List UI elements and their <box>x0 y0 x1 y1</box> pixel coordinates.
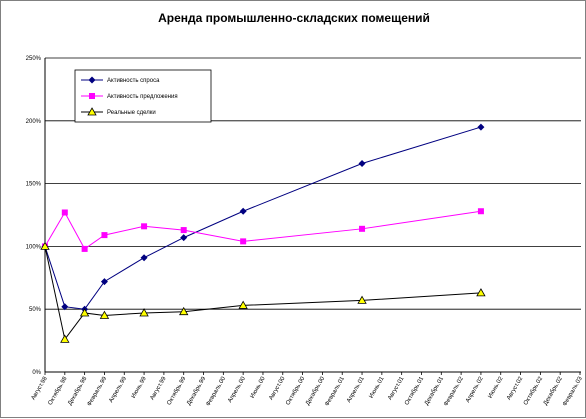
x-tick-label: Август.00 <box>268 375 286 401</box>
data-point-series-2 <box>357 295 367 304</box>
series-line-0 <box>44 126 482 310</box>
x-tick-label: Апрель.00 <box>227 375 247 403</box>
x-tick-label: Август.01 <box>387 375 405 401</box>
series-line-1 <box>44 210 481 250</box>
data-point-series-0 <box>358 160 366 168</box>
data-point-series-2 <box>40 241 50 250</box>
data-point-series-2 <box>476 288 486 297</box>
data-point-series-1 <box>240 238 247 245</box>
x-tick-label: Декабрь.98 <box>67 375 88 406</box>
x-tick-label: Октябрь.99 <box>166 375 187 406</box>
x-tick-label: Август.99 <box>150 375 168 401</box>
y-tick-label: 250% <box>26 56 42 62</box>
chart-title: Аренда промышленно-складских помещений <box>158 11 430 25</box>
x-tick-label: Декабрь.02 <box>543 375 564 406</box>
x-tick-label: Октябрь.98 <box>48 375 69 406</box>
data-point-series-2 <box>99 310 110 319</box>
data-point-series-0 <box>100 278 108 286</box>
legend-label: Активность спроса <box>107 78 160 84</box>
x-tick-label: Апрель.01 <box>346 375 366 403</box>
y-tick-label: 100% <box>26 244 42 250</box>
data-point-series-2 <box>238 300 248 309</box>
legend-marker <box>87 107 97 116</box>
x-tick-label: Февраль.03 <box>562 375 584 407</box>
y-tick-label: 50% <box>29 307 42 313</box>
data-point-series-1 <box>61 209 68 216</box>
data-point-series-2 <box>139 308 149 317</box>
legend-marker <box>89 93 95 99</box>
legend-label: Реальные сделки <box>107 110 156 116</box>
y-tick-label: 150% <box>26 182 42 188</box>
legend-label: Активность предложения <box>107 94 178 100</box>
x-tick-label: Октябрь.02 <box>523 375 544 406</box>
data-point-series-1 <box>141 223 148 230</box>
series-line-2 <box>44 246 481 341</box>
x-tick-label: Апрель.02 <box>465 375 485 403</box>
data-point-series-0 <box>140 254 148 262</box>
x-tick-label: Апрель.99 <box>108 375 128 403</box>
x-tick-label: Июнь.01 <box>369 375 386 399</box>
x-tick-label: Декабрь.99 <box>186 375 207 406</box>
data-point-series-1 <box>477 208 484 215</box>
legend-marker <box>88 76 96 84</box>
data-point-series-0 <box>239 207 247 215</box>
y-tick-label: 0% <box>32 370 41 376</box>
x-tick-label: Декабрь.00 <box>305 375 326 406</box>
x-tick-label: Июнь.02 <box>487 375 504 399</box>
data-point-series-2 <box>60 334 70 343</box>
data-point-series-1 <box>180 227 187 234</box>
x-tick-label: Февраль.01 <box>324 375 346 407</box>
x-tick-label: Февраль.00 <box>206 375 228 407</box>
x-tick-label: Август.98 <box>31 375 49 401</box>
x-tick-label: Октябрь.01 <box>404 375 425 406</box>
x-tick-label: Июнь.99 <box>131 375 148 399</box>
x-tick-label: Август.02 <box>506 375 524 401</box>
data-point-series-2 <box>79 308 90 317</box>
x-tick-label: Октябрь.00 <box>285 375 306 406</box>
y-tick-label: 200% <box>26 119 42 125</box>
data-point-series-1 <box>359 225 366 232</box>
data-point-series-1 <box>81 245 88 252</box>
x-tick-label: Декабрь.01 <box>424 375 445 406</box>
data-point-series-0 <box>180 234 188 242</box>
data-point-series-2 <box>179 306 189 316</box>
x-tick-label: Июнь.00 <box>250 375 267 399</box>
x-tick-label: Февраль.99 <box>87 375 109 407</box>
x-tick-label: Февраль.02 <box>443 375 465 407</box>
data-point-series-0 <box>477 123 485 131</box>
data-point-series-0 <box>61 303 69 311</box>
data-point-series-1 <box>101 232 108 239</box>
